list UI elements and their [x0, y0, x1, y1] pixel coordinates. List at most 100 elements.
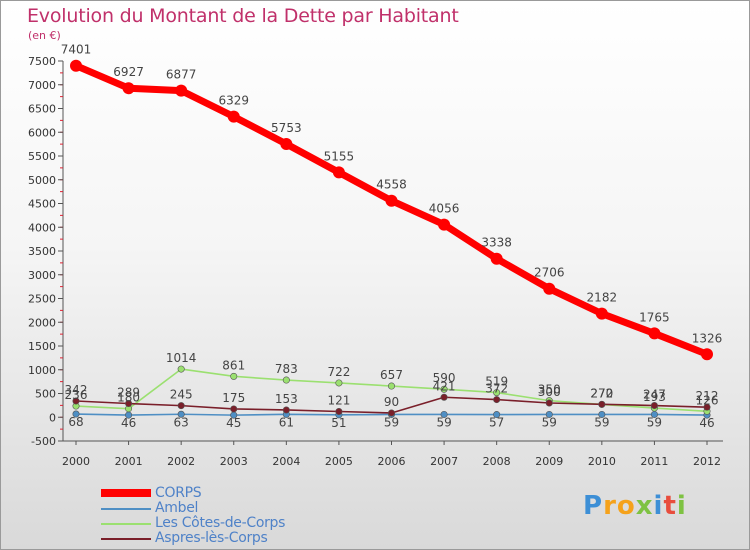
y-tick-label: 6000: [28, 126, 56, 139]
data-point: [545, 410, 553, 418]
data-label: 46: [699, 416, 714, 430]
y-tick-label: 6500: [28, 103, 56, 116]
data-point: [387, 382, 395, 390]
data-point: [175, 84, 188, 97]
data-label: 3338: [481, 236, 512, 250]
data-label: 212: [696, 389, 719, 403]
data-point: [545, 399, 553, 407]
y-axis-ticks: -500 0 500 1000 1500 2000 2500 3000 3500 4000 4500…: [28, 55, 63, 448]
data-point: [125, 400, 133, 408]
legend-item-cotes-de-corps: Les Côtes-de-Corps: [101, 515, 361, 531]
data-point: [493, 396, 501, 404]
data-label: 180: [117, 391, 140, 405]
y-tick-label: 1000: [28, 364, 56, 377]
data-label: 4558: [376, 178, 407, 192]
y-tick-label: 5000: [28, 174, 56, 187]
data-label: 63: [174, 415, 189, 429]
data-point: [595, 307, 608, 320]
data-point: [493, 411, 501, 419]
logo-letter: x: [635, 491, 654, 521]
chart-title: Evolution du Montant de la Dette par Hab…: [27, 5, 459, 27]
x-tick-label: 2002: [167, 455, 195, 468]
data-label: 2182: [587, 291, 618, 305]
y-tick-label: 4000: [28, 221, 56, 234]
data-label: 68: [68, 415, 83, 429]
legend-swatch: [101, 489, 151, 497]
data-label: 1014: [166, 351, 197, 365]
data-point: [282, 376, 290, 384]
legend-label: Ambel: [155, 500, 199, 516]
y-tick-label: 3500: [28, 245, 56, 258]
y-tick-label: 2000: [28, 316, 56, 329]
data-label: 175: [222, 391, 245, 405]
data-label: 126: [696, 393, 719, 407]
data-label: 7401: [61, 43, 92, 57]
data-label: 783: [275, 362, 298, 376]
y-tick-label: 2500: [28, 293, 56, 306]
data-label: 590: [433, 371, 456, 385]
data-label: 247: [643, 388, 666, 402]
data-label: 236: [65, 388, 88, 402]
y-tick-label: 0: [49, 411, 56, 424]
logo-letter: i: [653, 491, 664, 521]
data-label: 5155: [324, 149, 355, 163]
legend-swatch: [101, 508, 151, 510]
legend: CORPS Ambel Les Côtes-de-Corps Aspres-lè…: [101, 485, 361, 546]
data-label: 45: [226, 416, 241, 430]
data-label: 6329: [218, 94, 249, 108]
data-point: [493, 389, 501, 397]
data-label: 861: [222, 358, 245, 372]
data-label: 519: [485, 375, 508, 389]
data-label: 342: [65, 383, 88, 397]
data-label: 59: [542, 415, 557, 429]
data-point: [72, 397, 80, 405]
data-label: 46: [121, 416, 136, 430]
data-point: [282, 406, 290, 414]
data-label: 57: [489, 416, 504, 430]
legend-label: Les Côtes-de-Corps: [155, 515, 286, 531]
data-label: 51: [331, 416, 346, 430]
data-label: 59: [384, 415, 399, 429]
data-point: [543, 282, 556, 295]
data-label: 193: [643, 390, 666, 404]
data-point: [650, 402, 658, 410]
data-point: [230, 372, 238, 380]
data-label: 1765: [639, 310, 670, 324]
data-label: 372: [485, 382, 508, 396]
data-point: [701, 348, 713, 361]
data-point: [385, 194, 398, 207]
data-point: [230, 405, 238, 413]
legend-label: CORPS: [155, 485, 202, 501]
logo-letter: P: [583, 491, 604, 521]
y-tick-label: 7000: [28, 79, 56, 92]
proxiti-logo: Proxiti: [583, 491, 687, 521]
data-label: 1326: [692, 331, 723, 345]
data-point: [598, 400, 606, 408]
data-label: 2706: [534, 266, 565, 280]
y-tick-label: 1500: [28, 340, 56, 353]
data-label: 90: [384, 395, 399, 409]
data-label: 153: [275, 392, 298, 406]
legend-swatch: [101, 523, 151, 525]
data-point: [438, 218, 451, 231]
y-tick-label: 4500: [28, 198, 56, 211]
data-label: 421: [433, 379, 456, 393]
data-point: [72, 410, 80, 418]
data-label: 59: [647, 415, 662, 429]
logo-letter: r: [603, 491, 617, 521]
logo-letter: t: [663, 491, 677, 521]
data-point: [440, 393, 448, 401]
data-label: 61: [279, 415, 294, 429]
series-line-0: [74, 62, 709, 358]
legend-label: Aspres-lès-Corps: [155, 530, 268, 546]
data-label: 289: [117, 386, 140, 400]
data-point: [177, 410, 185, 418]
x-tick-label: 2006: [378, 455, 406, 468]
y-tick-label: 3000: [28, 269, 56, 282]
x-tick-label: 2009: [535, 455, 563, 468]
data-point: [177, 365, 185, 373]
y-tick-label: -500: [31, 435, 56, 448]
data-point: [598, 410, 606, 418]
legend-item-ambel: Ambel: [101, 500, 361, 516]
